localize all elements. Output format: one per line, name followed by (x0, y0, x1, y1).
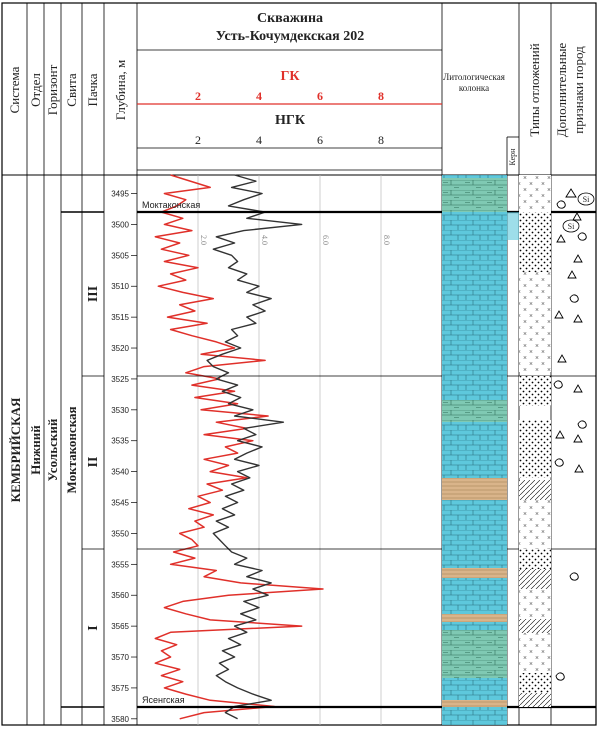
log-grid: 2.0 4.0 6.0 8.0 (197, 175, 391, 725)
grid-label: 2.0 (199, 235, 208, 245)
pebble-icon (577, 420, 587, 429)
core-strip (507, 212, 519, 240)
department-label: Нижний (28, 425, 43, 475)
depth-tick-label: 3505 (111, 251, 129, 260)
ngk-curve (206, 174, 303, 720)
deposit-types-header: Типы отложений (527, 43, 542, 136)
ngk-scale-ticks: 2 4 6 8 (195, 133, 384, 147)
pebble-icon (577, 232, 587, 241)
lith-dolomite-1 (442, 178, 507, 212)
depth-tick-label: 3500 (111, 220, 129, 229)
gk-tick-label: 8 (378, 89, 384, 103)
header-suite: Свита (64, 73, 79, 107)
gk-curve (154, 174, 324, 720)
depth-tick-label: 3510 (111, 282, 129, 291)
lith-dolomite-2 (442, 400, 507, 422)
pebble-icon (569, 294, 579, 303)
header-depth: Глубина, м (113, 60, 128, 120)
triangle-icon (573, 254, 583, 263)
header-horizon: Горизонт (45, 64, 60, 115)
well-title-line1: Скважина (257, 11, 323, 26)
depth-tick-label: 3565 (111, 622, 129, 631)
pebble-icon (556, 200, 566, 209)
grid-label: 4.0 (260, 235, 269, 245)
pebble-icon (555, 672, 565, 681)
depth-tick-label: 3540 (111, 468, 129, 477)
system-label: КЕМБРИЙСКАЯ (8, 397, 23, 502)
ngk-scale-label: НГК (275, 113, 306, 128)
depth-axis: 3495 3500 3505 3510 3515 3520 3525 3530 3535 3540… (111, 190, 137, 724)
core-header: Керн (508, 148, 517, 166)
depth-tick-label: 3525 (111, 375, 129, 384)
depth-tick-label: 3530 (111, 406, 129, 415)
depth-tick-label: 3560 (111, 591, 129, 600)
grid-label: 6.0 (321, 235, 330, 245)
ngk-tick-label: 6 (317, 133, 323, 147)
lith-header-line1: Литологическая (443, 72, 505, 82)
triangle-icon (556, 234, 566, 243)
deposit-types-column (519, 175, 551, 707)
header-department: Отдел (28, 73, 43, 107)
ngk-tick-label: 8 (378, 133, 384, 147)
gk-tick-label: 6 (317, 89, 323, 103)
horizon-label: Усольский (45, 418, 60, 481)
triangle-icon (557, 354, 567, 363)
triangle-icon (573, 314, 583, 323)
triangle-icon (573, 384, 583, 393)
depth-tick-label: 3570 (111, 653, 129, 662)
depth-tick-label: 3555 (111, 560, 129, 569)
ngk-tick-label: 2 (195, 133, 201, 147)
depth-tick-label: 3515 (111, 313, 129, 322)
triangle-icon (573, 434, 583, 443)
header-pack: Пачка (85, 73, 100, 106)
gk-scale-label: ГК (280, 69, 300, 84)
lithology-column (442, 175, 519, 725)
extra-features-column (553, 188, 587, 681)
pack-label-i: I (86, 625, 101, 630)
si-marker-2: Si (562, 219, 580, 233)
pebble-icon (569, 572, 579, 581)
lith-header-line2: колонка (459, 83, 489, 93)
depth-tick-label: 3520 (111, 344, 129, 353)
depth-tick-label: 3575 (111, 684, 129, 693)
ngk-tick-label: 4 (256, 133, 262, 147)
gk-scale-ticks: 2 4 6 8 (195, 89, 384, 103)
triangle-icon (567, 270, 577, 279)
lith-sandy-3 (442, 614, 507, 622)
triangle-icon (572, 212, 582, 221)
si-label-2: Si (568, 222, 575, 231)
lith-dolomite-3 (442, 630, 507, 678)
depth-tick-label: 3580 (111, 715, 129, 724)
pack-label-ii: II (86, 457, 101, 468)
pebble-icon (553, 380, 563, 389)
triangle-icon (574, 464, 584, 473)
depth-tick-label: 3550 (111, 529, 129, 538)
header-system: Система (7, 66, 22, 113)
suite-label: Моктаконская (64, 406, 79, 493)
si-label-1: Si (583, 195, 590, 204)
extra-header-line2: признаки пород (571, 46, 586, 134)
si-marker-1: Si (577, 192, 595, 206)
lith-sandy-4 (442, 700, 507, 707)
gk-tick-label: 4 (256, 89, 262, 103)
triangle-icon (554, 310, 564, 319)
pack-label-iii: III (86, 286, 101, 302)
gk-tick-label: 2 (195, 89, 201, 103)
pebble-icon (554, 458, 564, 467)
triangle-icon (565, 188, 577, 198)
lith-sandy-1 (442, 478, 507, 500)
depth-tick-label: 3545 (111, 499, 129, 508)
extra-header-line1: Дополнительные (554, 43, 569, 138)
well-title-line2: Усть-Кочумдекская 202 (216, 29, 364, 44)
lith-sandy-2 (442, 568, 507, 578)
triangle-icon (555, 430, 565, 439)
marker-top-label: Моктаконская (142, 200, 200, 210)
marker-bottom-label: Ясенгская (142, 695, 185, 705)
depth-tick-label: 3535 (111, 437, 129, 446)
depth-tick-label: 3495 (111, 190, 129, 199)
grid-label: 8.0 (382, 235, 391, 245)
